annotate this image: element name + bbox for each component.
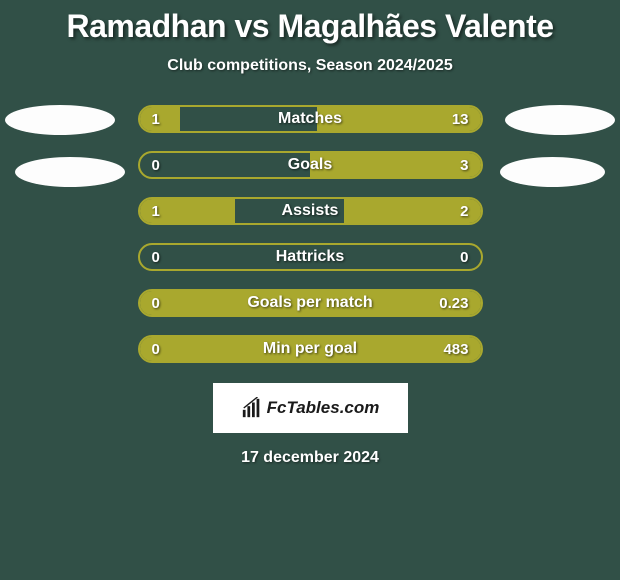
stat-label: Goals per match (140, 294, 481, 312)
stat-value-right: 13 (452, 111, 469, 128)
stat-row: 1 Assists 2 (138, 197, 483, 225)
page-subtitle: Club competitions, Season 2024/2025 (167, 57, 452, 75)
page-title: Ramadhan vs Magalhães Valente (66, 8, 553, 45)
date-text: 17 december 2024 (241, 449, 379, 467)
stat-label: Hattricks (140, 248, 481, 266)
stat-label: Assists (140, 202, 481, 220)
stat-row: 0 Goals per match 0.23 (138, 289, 483, 317)
logo-text: FcTables.com (267, 398, 380, 418)
stat-label: Matches (140, 110, 481, 128)
player-ellipse-right-2 (500, 157, 605, 187)
logo-box: FcTables.com (213, 383, 408, 433)
stat-row: 1 Matches 13 (138, 105, 483, 133)
stat-value-right: 0.23 (439, 295, 468, 312)
stat-label: Min per goal (140, 340, 481, 358)
stats-area: 1 Matches 13 0 Goals 3 1 Assists 2 0 Hat… (0, 105, 620, 363)
stat-row: 0 Hattricks 0 (138, 243, 483, 271)
stat-row: 0 Min per goal 483 (138, 335, 483, 363)
stat-label: Goals (140, 156, 481, 174)
stat-value-right: 2 (460, 203, 468, 220)
player-ellipse-right-1 (505, 105, 615, 135)
chart-icon (241, 397, 263, 419)
stat-value-right: 0 (460, 249, 468, 266)
main-container: Ramadhan vs Magalhães Valente Club compe… (0, 0, 620, 580)
stat-value-right: 3 (460, 157, 468, 174)
stat-value-right: 483 (443, 341, 468, 358)
player-ellipse-left-2 (15, 157, 125, 187)
player-ellipse-left-1 (5, 105, 115, 135)
stat-row: 0 Goals 3 (138, 151, 483, 179)
